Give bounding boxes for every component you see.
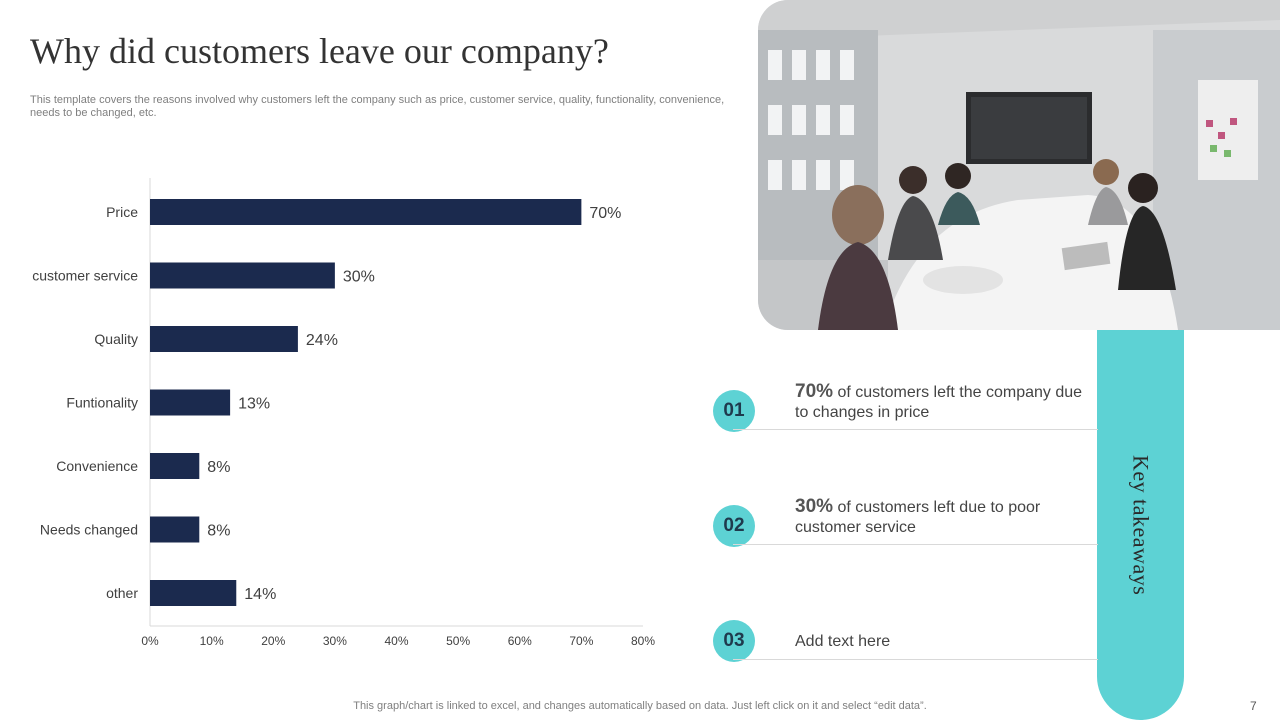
x-tick-label: 0%	[141, 634, 159, 648]
takeaway-body: of customers left due to poor customer s…	[795, 499, 1041, 536]
x-tick-label: 20%	[261, 634, 285, 648]
x-tick-label: 70%	[569, 634, 593, 648]
bar	[150, 580, 237, 606]
takeaway-item-2: 02 30% of customers left due to poor cus…	[713, 493, 1098, 547]
x-tick-label: 80%	[631, 634, 655, 648]
category-label: other	[106, 585, 138, 601]
takeaway-text: 70% of customers left the company due to…	[795, 382, 1085, 423]
divider	[733, 544, 1098, 545]
category-label: customer service	[32, 268, 138, 284]
bar	[150, 516, 200, 543]
x-tick-label: 10%	[200, 634, 224, 648]
meeting-room-photo	[758, 0, 1280, 330]
key-takeaways-heading: Key takeaways	[1128, 454, 1154, 596]
bar	[150, 262, 335, 289]
x-tick-label: 30%	[323, 634, 347, 648]
bar-chart: Price 70% customer service 30% Quality 24% Fun…	[32, 178, 655, 648]
x-tick-label: 50%	[446, 634, 470, 648]
value-label: 8%	[207, 459, 230, 476]
divider	[733, 429, 1098, 430]
category-label: Convenience	[56, 458, 138, 474]
bar	[150, 453, 200, 479]
takeaway-text: 30% of customers left due to poor custom…	[795, 497, 1085, 538]
x-tick-label: 40%	[384, 634, 408, 648]
takeaway-highlight: 30%	[795, 496, 834, 517]
page-number: 7	[1250, 699, 1257, 713]
value-label: 30%	[343, 269, 375, 286]
value-label: 13%	[238, 396, 270, 413]
bar	[150, 326, 298, 352]
category-label: Needs changed	[40, 522, 138, 538]
slide-title: Why did customers leave our company?	[30, 31, 609, 71]
x-tick-label: 60%	[508, 634, 532, 648]
takeaway-item-1: 01 70% of customers left the company due…	[713, 378, 1098, 432]
slide-subtitle: This template covers the reasons involve…	[30, 94, 725, 119]
takeaway-item-3: 03 Add text here	[713, 618, 1098, 662]
takeaway-number: 02	[713, 505, 755, 547]
value-label: 70%	[589, 205, 621, 222]
takeaway-text: Add text here	[795, 631, 1085, 652]
category-label: Price	[106, 204, 138, 220]
bar	[150, 389, 231, 416]
takeaway-body: of customers left the company due to cha…	[795, 384, 1083, 421]
category-label: Funtionality	[66, 395, 138, 411]
value-label: 14%	[244, 586, 276, 603]
footer-note: This graph/chart is linked to excel, and…	[353, 700, 927, 712]
divider	[733, 659, 1098, 660]
takeaway-number: 03	[713, 620, 755, 662]
value-label: 8%	[207, 523, 230, 540]
category-label: Quality	[94, 331, 138, 347]
value-label: 24%	[306, 332, 338, 349]
key-takeaways-panel	[1097, 330, 1184, 720]
takeaway-number: 01	[713, 390, 755, 432]
takeaway-highlight: 70%	[795, 381, 834, 402]
bar	[150, 199, 582, 225]
takeaway-body: Add text here	[795, 633, 891, 650]
